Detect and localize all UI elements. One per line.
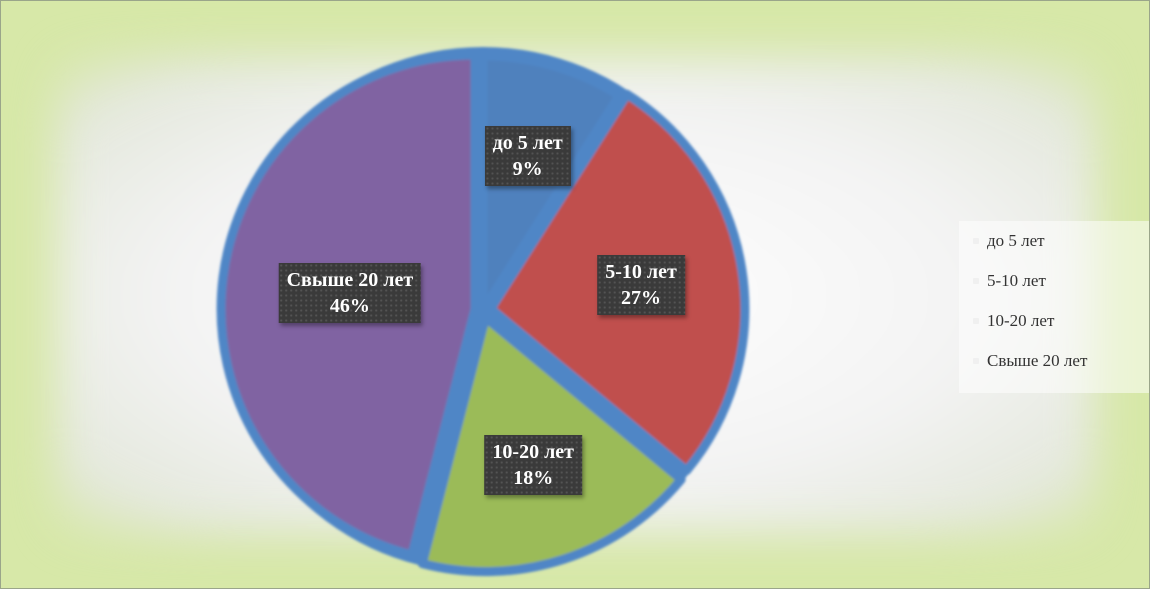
legend-marker-3 (973, 358, 979, 364)
legend-label-3: Свыше 20 лет (987, 351, 1088, 370)
legend-item-3: Свыше 20 лет (959, 341, 1149, 381)
data-label-2: 10-20 лет 18% (484, 434, 583, 495)
legend-item-0: до 5 лет (959, 221, 1149, 261)
data-label-1: 5-10 лет 27% (597, 254, 685, 315)
data-label-value-1: 27% (620, 286, 661, 309)
legend-label-1: 5-10 лет (987, 271, 1046, 290)
data-label-0: до 5 лет 9% (484, 126, 571, 187)
data-label-category-0: до 5 лет (492, 132, 563, 155)
legend-label-0: до 5 лет (987, 231, 1045, 250)
legend-item-1: 5-10 лет (959, 261, 1149, 301)
legend: до 5 лет 5-10 лет 10-20 лет Свыше 20 лет (959, 221, 1149, 393)
data-label-value-2: 18% (513, 466, 554, 489)
data-label-category-3: Свыше 20 лет (286, 269, 414, 292)
data-label-category-1: 5-10 лет (605, 260, 677, 283)
data-label-3: Свыше 20 лет 46% (278, 263, 422, 324)
legend-marker-0 (973, 238, 979, 244)
legend-item-2: 10-20 лет (959, 301, 1149, 341)
legend-label-2: 10-20 лет (987, 311, 1055, 330)
data-label-value-0: 9% (512, 158, 543, 181)
legend-marker-1 (973, 278, 979, 284)
data-label-category-2: 10-20 лет (492, 440, 575, 463)
data-label-value-3: 46% (329, 295, 370, 318)
legend-marker-2 (973, 318, 979, 324)
